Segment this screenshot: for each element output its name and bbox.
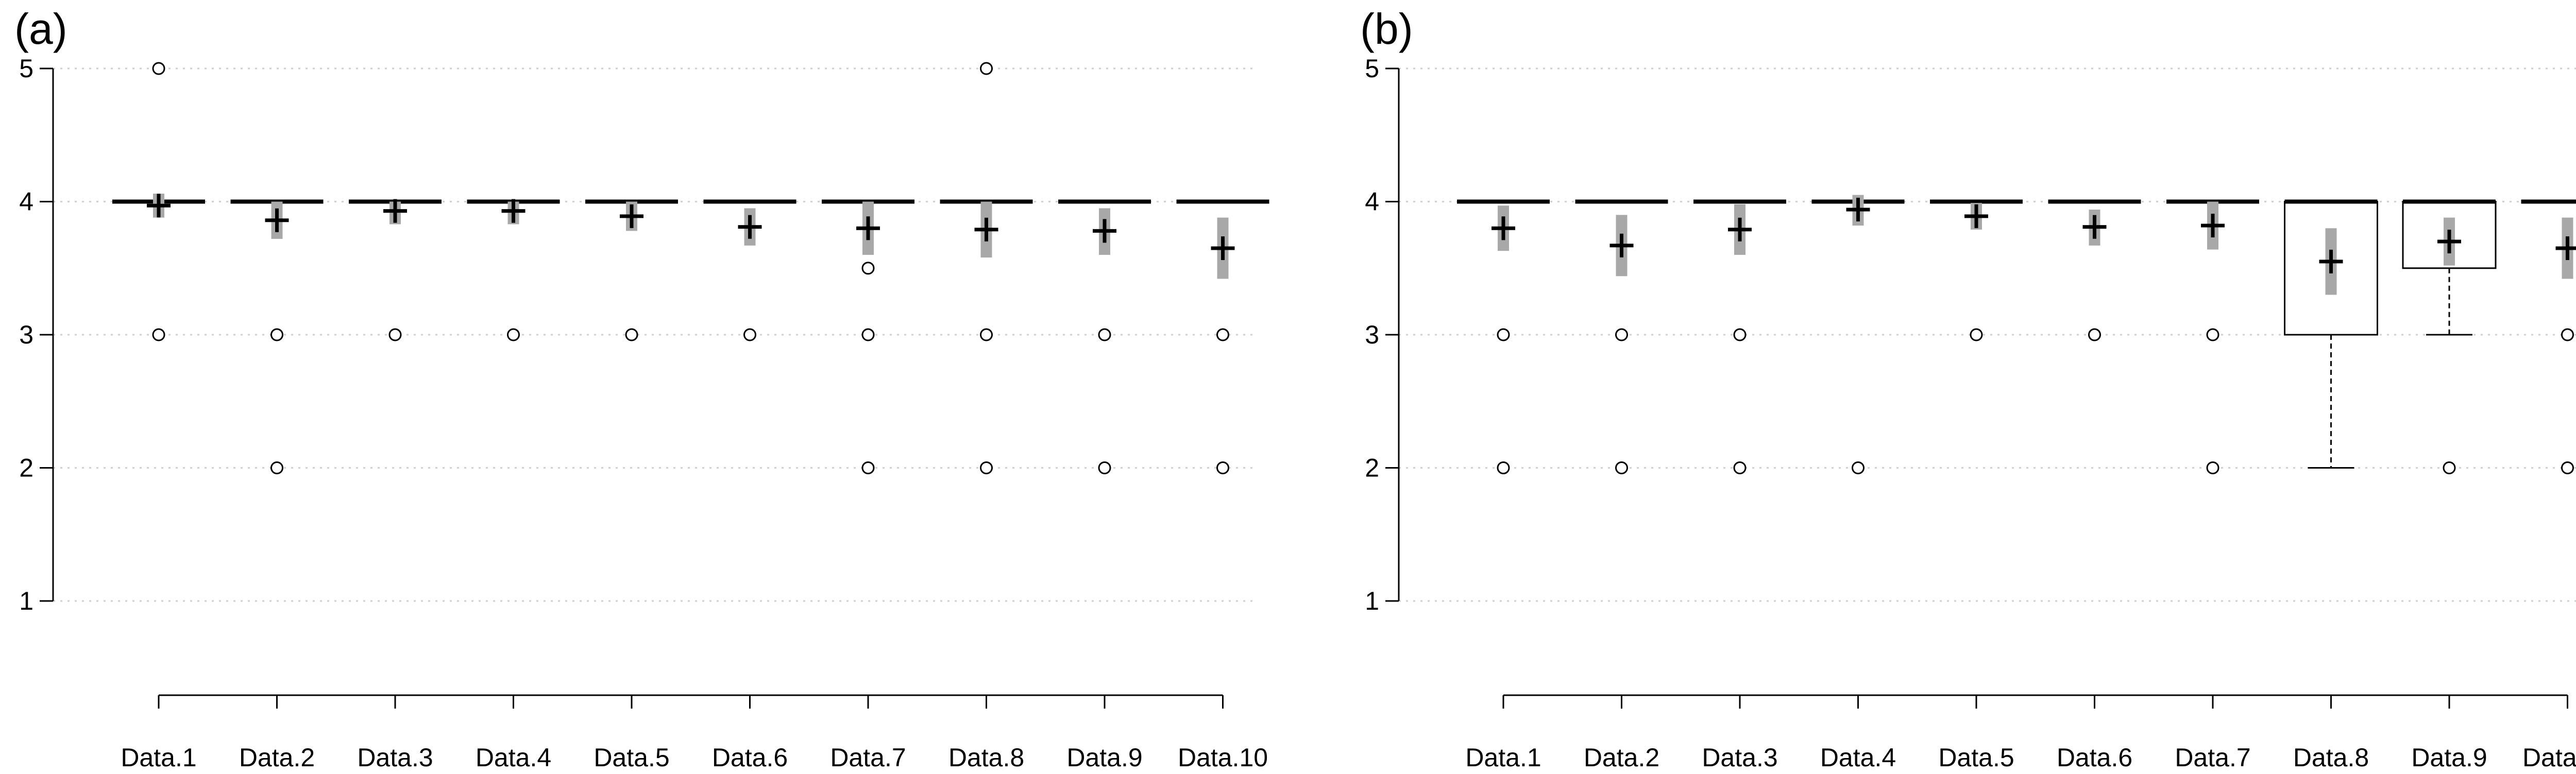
outlier-point: [1970, 328, 1983, 341]
x-tick-label: Data.7: [830, 743, 906, 772]
outlier-point: [1733, 461, 1747, 474]
x-tick-label: Data.5: [594, 743, 669, 772]
x-tick-label: Data.1: [1465, 743, 1541, 772]
y-tick-label: 1: [19, 587, 33, 615]
box-Data.6: [2048, 199, 2141, 341]
box-Data.3: [349, 199, 442, 341]
outlier-point: [1615, 328, 1628, 341]
outlier-point: [1098, 328, 1111, 341]
outlier-point: [2561, 328, 2574, 341]
x-tick-label: Data.3: [1702, 743, 1777, 772]
outlier-point: [2443, 461, 2456, 474]
y-tick-label: 2: [1365, 454, 1379, 483]
outlier-point: [980, 62, 993, 75]
x-tick-label: Data.5: [1938, 743, 2014, 772]
x-tick-label: Data.6: [2057, 743, 2132, 772]
outlier-point: [507, 328, 520, 341]
x-tick-label: Data.9: [1066, 743, 1142, 772]
box-Data.1: [1457, 199, 1550, 474]
box-Data.3: [1693, 199, 1786, 474]
outlier-point: [1216, 461, 1229, 474]
x-tick-label: Data.8: [2293, 743, 2369, 772]
y-tick-label: 1: [1365, 587, 1379, 615]
y-tick-label: 3: [1365, 320, 1379, 349]
y-tick-label: 2: [19, 454, 33, 483]
box-Data.4: [1811, 195, 1905, 474]
outlier-point: [861, 328, 875, 341]
box-Data.6: [703, 199, 796, 341]
x-tick-label: Data.6: [712, 743, 788, 772]
y-tick-label: 4: [1365, 187, 1379, 216]
outlier-point: [270, 328, 283, 341]
outlier-point: [388, 328, 402, 341]
outlier-point: [1852, 461, 1865, 474]
outlier-point: [1216, 328, 1229, 341]
y-tick-label: 5: [1365, 54, 1379, 83]
outlier-point: [2088, 328, 2101, 341]
panel-a: (a) 1 2 3 4 5 Data.1 Data.2 Data.3 Data.4 Data.5 Da…: [14, 5, 1269, 772]
outlier-point: [980, 461, 993, 474]
box-Data.7: [822, 199, 914, 474]
x-tick-label: Data.7: [2175, 743, 2250, 772]
x-tick-label: Data.2: [239, 743, 315, 772]
x-tick-label: Data.9: [2411, 743, 2487, 772]
box-Data.2: [230, 199, 324, 474]
x-tick-label: Data.4: [1820, 743, 1896, 772]
outlier-point: [980, 328, 993, 341]
box-Data.8: [940, 62, 1033, 474]
outlier-point: [743, 328, 756, 341]
x-tick-label: Data.3: [357, 743, 433, 772]
box-Data.1: [112, 62, 205, 341]
outlier-point: [152, 62, 165, 75]
outlier-point: [1497, 328, 1510, 341]
panel-label: (a): [14, 5, 67, 53]
x-tick-label: Data.1: [121, 743, 196, 772]
outlier-point: [861, 461, 875, 474]
outlier-point: [2206, 461, 2219, 474]
x-tick-label: Data.10: [2522, 743, 2576, 772]
outlier-point: [152, 328, 165, 341]
box-Data.9: [2402, 199, 2497, 474]
outlier-point: [2206, 328, 2219, 341]
box-Data.10: [1176, 199, 1269, 474]
outlier-point: [861, 262, 875, 275]
outlier-point: [1098, 461, 1111, 474]
box-Data.10: [2521, 199, 2576, 474]
outlier-point: [2561, 461, 2574, 474]
box-Data.8: [2284, 199, 2378, 469]
outlier-point: [1615, 461, 1628, 474]
box-Data.5: [1930, 199, 2023, 341]
outlier-point: [625, 328, 638, 341]
x-tick-label: Data.4: [476, 743, 551, 772]
outlier-point: [1497, 461, 1510, 474]
box-Data.2: [1575, 199, 1668, 474]
box-Data.9: [1058, 199, 1151, 474]
panel-b: (b) 1 2 3 4 5 Data.1 Data.2 Data.3 Data.4 Data.5 Da…: [1360, 5, 2576, 772]
y-tick-label: 3: [19, 320, 33, 349]
box-Data.7: [2166, 199, 2259, 474]
outlier-point: [270, 461, 283, 474]
outlier-point: [1733, 328, 1747, 341]
x-tick-label: Data.2: [1584, 743, 1659, 772]
panel-label: (b): [1360, 5, 1413, 53]
x-tick-label: Data.10: [1178, 743, 1268, 772]
y-tick-label: 4: [19, 187, 33, 216]
box-Data.5: [585, 199, 678, 341]
x-tick-label: Data.8: [948, 743, 1024, 772]
y-tick-label: 5: [19, 54, 33, 83]
box-Data.4: [467, 199, 560, 341]
